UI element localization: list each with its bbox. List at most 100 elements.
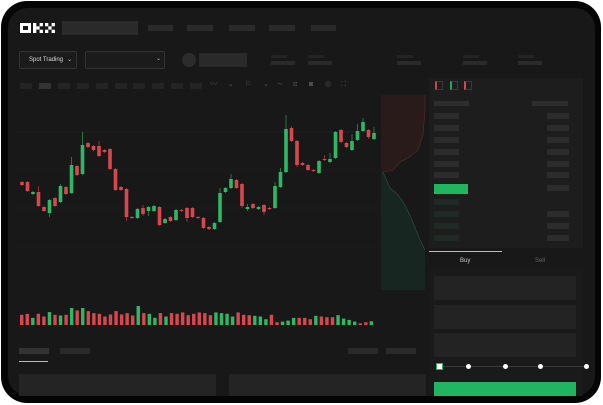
candle[interactable]	[168, 216, 173, 222]
candle[interactable]	[64, 186, 68, 195]
candle[interactable]	[262, 204, 266, 215]
nav-item[interactable]	[269, 25, 295, 31]
settings-icon[interactable]: ◎	[325, 81, 332, 88]
market-type-dropdown[interactable]: Spot Trading ⌄	[19, 51, 77, 69]
candle[interactable]	[20, 181, 24, 186]
global-search-bar[interactable]	[62, 21, 138, 35]
candle[interactable]	[372, 127, 376, 140]
sell-tab[interactable]: Sell	[535, 258, 546, 264]
candle[interactable]	[317, 160, 321, 174]
nav-item[interactable]	[148, 25, 173, 31]
slider-step-50[interactable]	[503, 364, 508, 369]
candle[interactable]	[97, 141, 101, 157]
amount-slider-handle[interactable]	[436, 363, 443, 370]
candle[interactable]	[185, 207, 189, 222]
chevron-down-icon[interactable]: ⌄	[263, 81, 269, 88]
nav-item[interactable]	[229, 25, 255, 31]
tab-open-orders[interactable]	[19, 348, 49, 354]
candle[interactable]	[141, 205, 145, 216]
candle[interactable]	[295, 140, 299, 167]
candle[interactable]	[207, 226, 211, 230]
candle[interactable]	[355, 124, 360, 141]
candle[interactable]	[179, 209, 184, 212]
candle[interactable]	[146, 206, 151, 216]
candle[interactable]	[333, 131, 338, 159]
orderbook-bids-icon[interactable]	[450, 81, 458, 90]
candle[interactable]	[47, 199, 52, 217]
bottom-filter-button[interactable]	[348, 348, 378, 354]
chevron-down-icon[interactable]: ⌄	[228, 81, 234, 88]
candle[interactable]	[174, 209, 178, 221]
orderbook-asks-icon[interactable]	[464, 81, 472, 90]
bottom-filter-button[interactable]	[386, 348, 416, 354]
candle[interactable]	[245, 204, 250, 211]
candle[interactable]	[350, 134, 354, 151]
fullscreen-icon[interactable]: ⛶	[341, 81, 346, 88]
candle[interactable]	[190, 207, 195, 218]
candle[interactable]	[201, 217, 206, 229]
candle[interactable]	[58, 184, 63, 203]
orderbook-both-icon[interactable]	[435, 81, 443, 90]
candle[interactable]	[251, 203, 255, 209]
timeframe-button[interactable]	[190, 83, 203, 89]
candle[interactable]	[86, 142, 90, 148]
slider-step-100[interactable]	[584, 364, 589, 369]
buy-submit-button[interactable]	[434, 382, 576, 396]
candle[interactable]	[130, 216, 134, 219]
candle[interactable]	[124, 188, 129, 221]
candle[interactable]	[113, 168, 118, 191]
candle[interactable]	[366, 129, 371, 139]
total-input[interactable]	[434, 333, 576, 357]
candle[interactable]	[339, 129, 343, 143]
candle[interactable]	[223, 187, 228, 193]
slider-step-75[interactable]	[538, 364, 543, 369]
indicator-icon[interactable]: 〰	[210, 81, 217, 88]
candle[interactable]	[234, 179, 239, 189]
candle[interactable]	[240, 183, 244, 208]
candle[interactable]	[218, 188, 222, 223]
drawing-icon[interactable]: ⚐	[245, 81, 252, 88]
candle[interactable]	[311, 169, 316, 172]
candle[interactable]	[256, 206, 261, 210]
candle[interactable]	[91, 145, 96, 151]
amount-slider-track[interactable]	[440, 366, 588, 367]
candle[interactable]	[102, 149, 107, 153]
candle[interactable]	[119, 186, 123, 191]
buy-tab[interactable]: Buy	[460, 258, 471, 264]
timeframe-button[interactable]	[133, 83, 146, 89]
timeframe-button[interactable]	[171, 83, 184, 89]
candle[interactable]	[273, 182, 277, 209]
candle[interactable]	[328, 153, 332, 163]
candle[interactable]	[36, 186, 41, 207]
slider-step-25[interactable]	[466, 364, 471, 369]
nav-item[interactable]	[311, 25, 336, 31]
candle[interactable]	[42, 206, 46, 212]
candle[interactable]	[284, 115, 288, 173]
candle[interactable]	[278, 168, 283, 188]
timeframe-button[interactable]	[114, 83, 127, 89]
candle[interactable]	[361, 118, 365, 132]
timeframe-button[interactable]	[152, 83, 165, 89]
candle[interactable]	[69, 157, 74, 194]
timeframe-button[interactable]	[57, 83, 70, 89]
candle[interactable]	[157, 206, 162, 226]
candle[interactable]	[25, 181, 30, 192]
candle[interactable]	[289, 126, 294, 142]
nav-item[interactable]	[187, 25, 213, 31]
timeframe-button[interactable]	[95, 83, 108, 89]
candle[interactable]	[212, 222, 217, 230]
candle[interactable]	[163, 218, 167, 224]
candle[interactable]	[135, 208, 140, 219]
candle[interactable]	[229, 174, 233, 189]
candle[interactable]	[344, 142, 349, 148]
line-icon[interactable]: ∼	[277, 81, 283, 88]
candle[interactable]	[152, 205, 156, 212]
candle[interactable]	[31, 191, 35, 195]
timeframe-button[interactable]	[20, 83, 32, 89]
candle[interactable]	[322, 155, 327, 161]
candle[interactable]	[53, 197, 57, 207]
candle[interactable]	[108, 148, 112, 170]
tab-order-history[interactable]	[60, 348, 90, 354]
candle[interactable]	[267, 207, 272, 210]
